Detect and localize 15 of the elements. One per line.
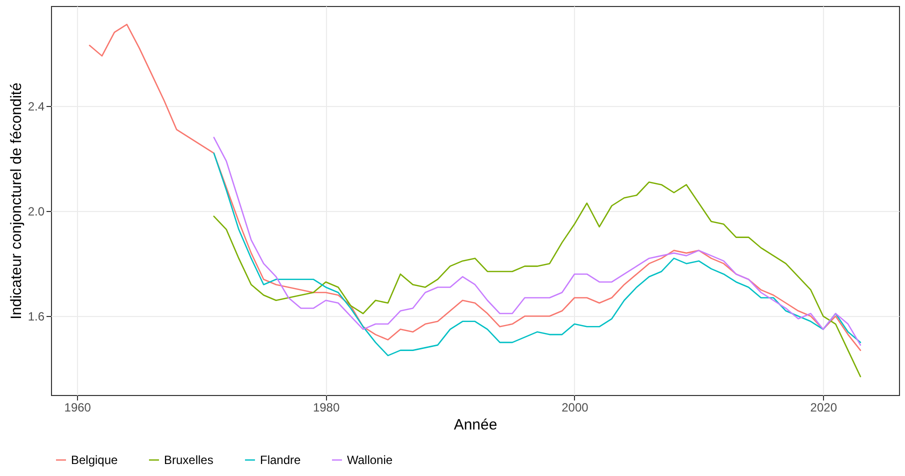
y-tick-label: 1.6 [28,310,45,324]
y-axis-title: Indicateur conjoncturel de fécondité [8,82,25,320]
x-axis-title: Année [454,416,498,434]
y-tick-label: 2.0 [28,204,45,219]
x-tick-label: 1960 [64,400,92,414]
y-tick-label: 2.4 [28,99,45,114]
legend-label: Flandre [260,453,302,467]
line-series [88,24,862,351]
x-tick-label: 1980 [312,400,340,414]
legend-label: Belgique [71,453,118,467]
line-series [213,181,862,378]
x-tick-label: 2000 [562,400,589,414]
x-tick-label: 2020 [810,400,838,414]
legend-label: Bruxelles [164,453,214,467]
legend-label: Wallonie [347,453,393,467]
